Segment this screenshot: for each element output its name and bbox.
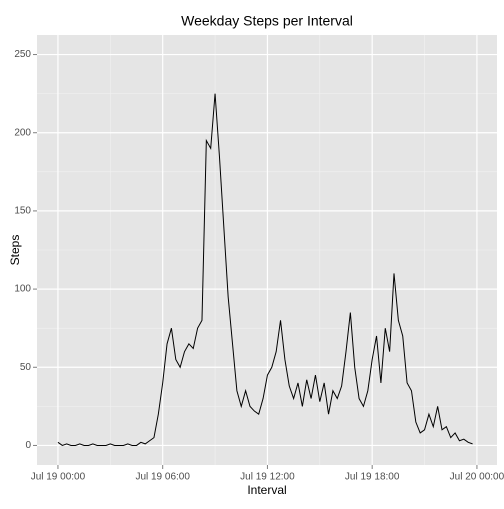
- y-tick-label: 200: [14, 127, 31, 138]
- y-tick-label: 100: [14, 284, 31, 295]
- y-tick-label: 50: [20, 362, 32, 373]
- data-line: [57, 93, 473, 447]
- chart-title: Weekday Steps per Interval: [181, 13, 353, 29]
- x-tick-label: Jul 19 06:00: [135, 472, 190, 483]
- x-axis-label: Interval: [247, 483, 286, 497]
- y-tick-label: 250: [14, 49, 31, 60]
- x-tick-label: Jul 19 00:00: [31, 472, 86, 483]
- y-tick-label: 150: [14, 206, 31, 217]
- y-tick-label: 0: [25, 440, 31, 451]
- y-axis-label: Steps: [8, 235, 22, 266]
- x-tick-label: Jul 19 18:00: [345, 472, 400, 483]
- x-tick-label: Jul 20 00:00: [450, 472, 504, 483]
- x-tick-label: Jul 19 12:00: [240, 472, 295, 483]
